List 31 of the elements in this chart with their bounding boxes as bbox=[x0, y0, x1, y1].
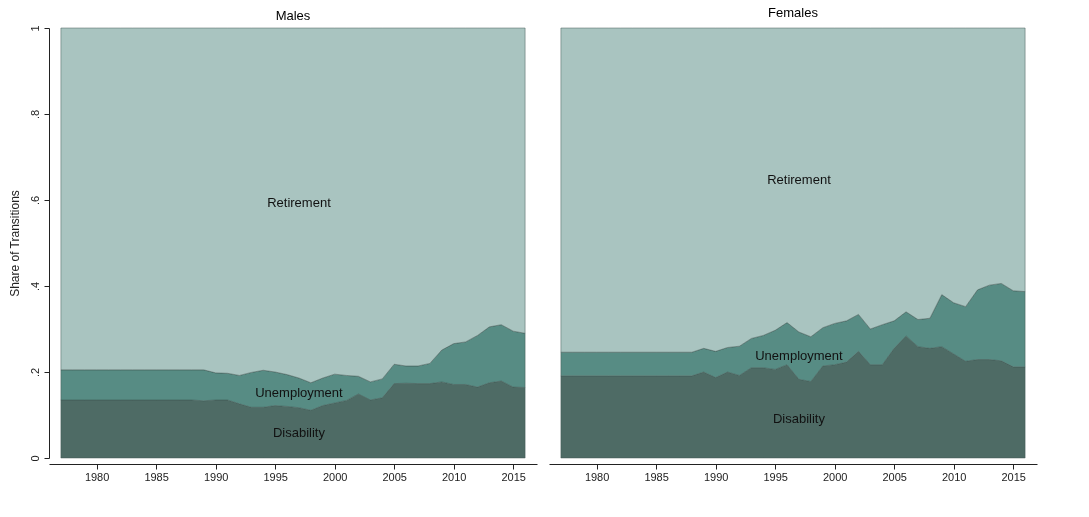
x-tick-label: 2000 bbox=[822, 470, 848, 483]
x-tick-label: 1995 bbox=[763, 470, 788, 483]
x-tick-label: 2005 bbox=[382, 470, 407, 483]
series-label: Retirement bbox=[767, 172, 832, 188]
x-tick-label: 2015 bbox=[1001, 470, 1026, 483]
y-tick-label: .6 bbox=[28, 195, 41, 206]
x-tick-label: 1990 bbox=[203, 470, 229, 483]
y-tick-label: .2 bbox=[28, 367, 41, 378]
x-tick-label: 1990 bbox=[703, 470, 729, 483]
x-tick-label: 2000 bbox=[322, 470, 348, 483]
x-tick-label: 1985 bbox=[644, 470, 669, 483]
y-tick-label: 1 bbox=[28, 25, 41, 32]
y-axis-title: Share of Transitions bbox=[7, 190, 22, 297]
x-tick-label: 1980 bbox=[84, 470, 110, 483]
series-label: Disability bbox=[772, 410, 826, 426]
x-tick-label: 2010 bbox=[441, 470, 467, 483]
chart-title: Males bbox=[275, 7, 311, 23]
series-label: Retirement bbox=[267, 195, 332, 211]
series-label: Disability bbox=[272, 424, 326, 440]
x-tick-label: 2010 bbox=[941, 470, 967, 483]
x-tick-label: 2005 bbox=[882, 470, 907, 483]
x-tick-label: 1985 bbox=[144, 470, 169, 483]
x-tick-label: 1980 bbox=[584, 470, 610, 483]
x-tick-label: 1995 bbox=[263, 470, 288, 483]
y-tick-label: .8 bbox=[28, 109, 41, 120]
y-tick-label: .4 bbox=[28, 281, 41, 292]
x-tick-label: 2015 bbox=[501, 470, 526, 483]
y-tick-label: 0 bbox=[28, 455, 41, 462]
chart-title: Females bbox=[768, 4, 819, 20]
series-label: Unemployment bbox=[255, 384, 344, 400]
series-label: Unemployment bbox=[755, 347, 844, 363]
